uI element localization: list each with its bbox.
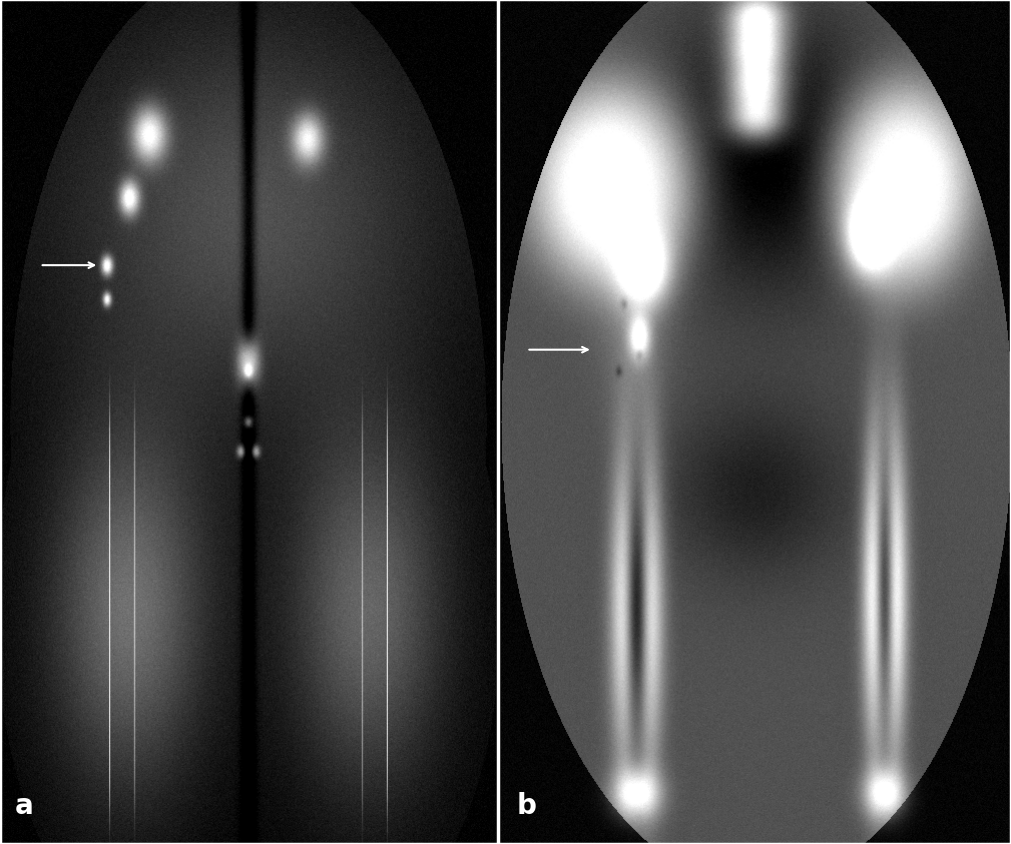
Text: ★: ★ — [609, 198, 638, 232]
Text: b: b — [517, 791, 536, 819]
Text: a: a — [15, 791, 33, 819]
